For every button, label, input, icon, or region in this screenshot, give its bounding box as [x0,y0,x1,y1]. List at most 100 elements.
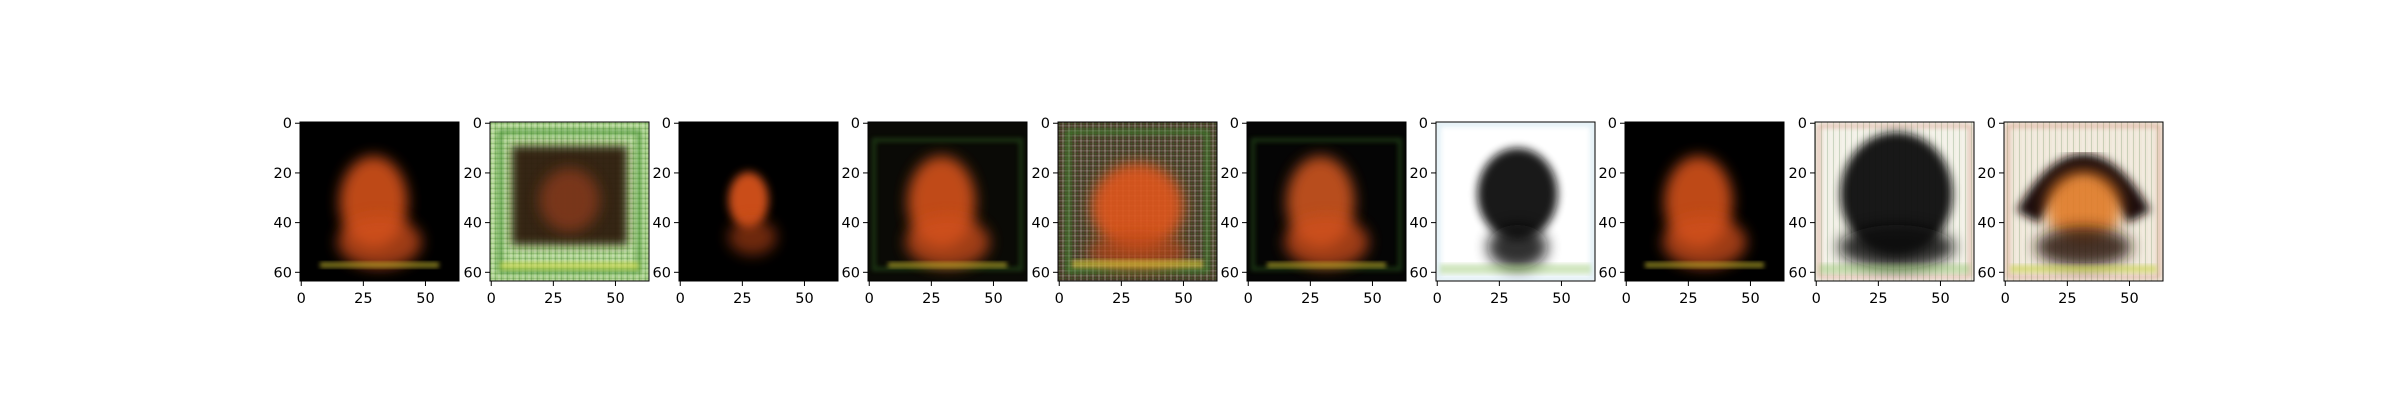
x-tick-label: 25 [2058,291,2076,307]
x-tick-label: 0 [865,291,874,307]
y-tick-label: 60 [274,265,292,281]
x-tick-label: 25 [354,291,372,307]
x-tick-label: 25 [1112,291,1130,307]
y-tick-label: 0 [851,116,860,132]
y-tick-label: 60 [1032,265,1050,281]
y-tick-label: 20 [653,166,671,182]
y-tick-label: 0 [1230,116,1239,132]
image-panel-6: 0 25 50 0 20 40 60 [1221,116,1407,307]
image-panel-2: 0 25 50 0 20 40 60 [464,116,650,307]
image-panel-7: 0 25 50 0 20 40 60 [1410,116,1596,307]
generated-image-7 [1436,122,1595,281]
x-tick-label: 50 [984,291,1002,307]
axes-frame [1246,121,1407,282]
y-tick-label: 40 [653,216,671,232]
image-panel-4: 0 25 50 0 20 40 60 [842,116,1028,307]
image-panel-5: 0 25 50 0 20 40 60 [1032,116,1218,307]
y-tick-label: 20 [274,166,292,182]
image-panel-1: 0 25 50 0 20 40 60 [274,116,460,307]
x-tick-label: 25 [733,291,751,307]
y-tick-label: 0 [1608,116,1617,132]
y-tick-label: 40 [1599,216,1617,232]
x-tick-label: 0 [1433,291,1442,307]
y-tick-label: 40 [274,216,292,232]
y-tick-label: 0 [1419,116,1428,132]
axes-frame [1057,121,1218,282]
x-tick-label: 50 [1552,291,1570,307]
y-tick-label: 60 [464,265,482,281]
x-tick-label: 0 [487,291,496,307]
y-tick-label: 60 [1221,265,1239,281]
x-tick-label: 25 [1490,291,1508,307]
x-tick-label: 50 [2120,291,2138,307]
axes-frame [1814,121,1975,282]
x-tick-label: 50 [1174,291,1192,307]
generated-image-3 [679,122,838,281]
y-tick-label: 60 [1789,265,1807,281]
y-tick-label: 20 [1978,166,1996,182]
x-tick-label: 50 [795,291,813,307]
generated-image-4 [868,122,1027,281]
y-tick-label: 40 [1978,216,1996,232]
y-tick-label: 40 [1032,216,1050,232]
y-tick-label: 20 [1599,166,1617,182]
x-tick-label: 25 [922,291,940,307]
generated-image-6 [1247,122,1406,281]
axes-frame [299,121,460,282]
generated-image-9 [1815,122,1974,281]
generated-image-1 [300,122,459,281]
x-tick-label: 25 [1301,291,1319,307]
y-tick-label: 40 [1221,216,1239,232]
y-tick-label: 40 [842,216,860,232]
x-tick-label: 50 [416,291,434,307]
axes-frame [678,121,839,282]
x-tick-label: 0 [1812,291,1821,307]
y-tick-label: 20 [1410,166,1428,182]
y-tick-label: 0 [473,116,482,132]
y-tick-label: 0 [662,116,671,132]
y-tick-label: 20 [1221,166,1239,182]
x-tick-label: 0 [2001,291,2010,307]
y-tick-label: 40 [1410,216,1428,232]
y-tick-label: 0 [1987,116,1996,132]
x-tick-label: 50 [606,291,624,307]
image-panel-8: 0 25 50 0 20 40 60 [1599,116,1785,307]
x-tick-label: 25 [544,291,562,307]
generated-image-10 [2004,122,2163,281]
axes-frame [1624,121,1785,282]
y-tick-label: 60 [1599,265,1617,281]
x-tick-label: 0 [1055,291,1064,307]
x-tick-label: 50 [1363,291,1381,307]
y-tick-label: 0 [1798,116,1807,132]
y-tick-label: 20 [1789,166,1807,182]
y-tick-label: 60 [842,265,860,281]
y-tick-label: 60 [1978,265,1996,281]
x-tick-label: 25 [1679,291,1697,307]
image-panel-9: 0 25 50 0 20 40 60 [1789,116,1975,307]
axes-frame [1435,121,1596,282]
axes-frame [2003,121,2164,282]
y-tick-label: 40 [464,216,482,232]
axes-frame [867,121,1028,282]
x-tick-label: 0 [1244,291,1253,307]
x-tick-label: 0 [1622,291,1631,307]
generated-image-2 [490,122,649,281]
y-tick-label: 0 [283,116,292,132]
axes-frame [489,121,650,282]
generated-image-5 [1058,122,1217,281]
image-panel-3: 0 25 50 0 20 40 60 [653,116,839,307]
y-tick-label: 20 [1032,166,1050,182]
x-tick-label: 0 [676,291,685,307]
x-tick-label: 50 [1931,291,1949,307]
y-tick-label: 20 [842,166,860,182]
x-tick-label: 50 [1741,291,1759,307]
y-tick-label: 20 [464,166,482,182]
y-tick-label: 60 [1410,265,1428,281]
x-tick-label: 25 [1869,291,1887,307]
y-tick-label: 0 [1041,116,1050,132]
y-tick-label: 60 [653,265,671,281]
x-tick-label: 0 [297,291,306,307]
y-tick-label: 40 [1789,216,1807,232]
image-panel-10: 0 25 50 0 20 40 60 [1978,116,2164,307]
